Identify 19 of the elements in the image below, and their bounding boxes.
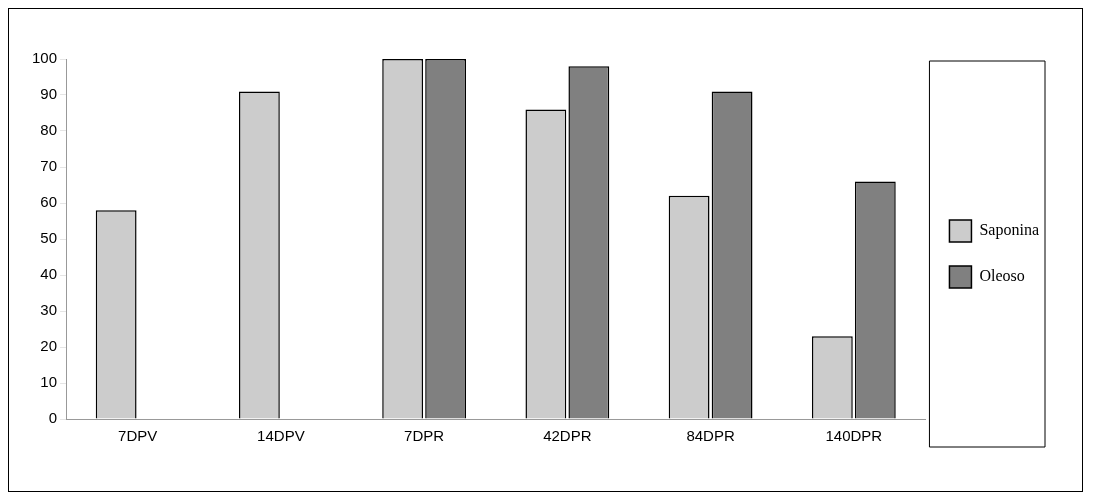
y-tick-label: 70 — [40, 157, 58, 175]
y-tick-label: 10 — [40, 373, 58, 391]
x-tick-label: 7DPV — [118, 427, 158, 445]
x-tick-label: 7DPR — [404, 427, 445, 445]
legend-label: Saponina — [979, 221, 1039, 240]
y-tick-label: 90 — [40, 85, 58, 103]
y-tick-label: 80 — [40, 121, 58, 139]
y-tick-label: 100 — [32, 49, 58, 67]
x-tick-label: 14DPV — [257, 427, 305, 445]
x-tick-label: 42DPR — [543, 427, 592, 445]
y-tick-label: 0 — [48, 409, 58, 427]
x-tick-label: 140DPR — [825, 427, 883, 445]
y-tick-label: 50 — [40, 229, 58, 247]
legend-label: Oleoso — [979, 267, 1025, 285]
y-tick-label: 30 — [40, 301, 58, 319]
y-tick-label: 40 — [40, 265, 58, 283]
y-tick-label: 20 — [40, 337, 58, 355]
y-tick-label: 60 — [40, 193, 58, 211]
x-tick-label: 84DPR — [686, 427, 735, 445]
